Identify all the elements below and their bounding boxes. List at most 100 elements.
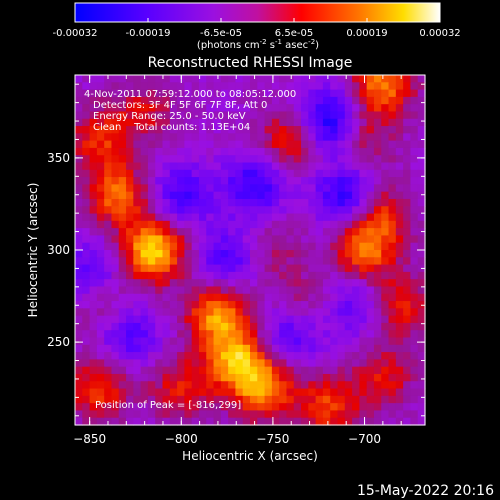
heatmap-cell bbox=[322, 388, 331, 397]
heatmap-cell bbox=[301, 403, 309, 412]
heatmap-cell bbox=[177, 184, 185, 193]
colorbar-tick-label: -0.00032 bbox=[53, 28, 98, 39]
heatmap-cell bbox=[111, 257, 120, 266]
heatmap-cell bbox=[162, 286, 171, 295]
heatmap-cell bbox=[308, 111, 317, 120]
heatmap-cell bbox=[147, 177, 156, 185]
heatmap-cell bbox=[403, 366, 412, 375]
heatmap-cell bbox=[133, 133, 142, 142]
heatmap-cell bbox=[228, 359, 237, 368]
heatmap-cell bbox=[82, 177, 91, 185]
heatmap-cell bbox=[177, 410, 185, 419]
heatmap-cell bbox=[286, 293, 295, 302]
heatmap-cell bbox=[140, 352, 149, 360]
heatmap-cell bbox=[344, 118, 353, 127]
heatmap-cell bbox=[140, 169, 149, 178]
heatmap-cell bbox=[169, 82, 178, 91]
heatmap-cell bbox=[330, 359, 339, 368]
heatmap-cell bbox=[330, 228, 339, 237]
heatmap-cell bbox=[75, 213, 83, 222]
heatmap-cell bbox=[89, 308, 98, 317]
heatmap-cell bbox=[169, 388, 178, 397]
heatmap-cell bbox=[344, 191, 353, 200]
heatmap-cell bbox=[337, 220, 346, 229]
heatmap-cell bbox=[337, 359, 346, 368]
heatmap-cell bbox=[352, 184, 360, 193]
heatmap-cell bbox=[96, 352, 105, 360]
heatmap-cell bbox=[352, 155, 360, 164]
heatmap-cell bbox=[301, 315, 309, 324]
heatmap-cell bbox=[373, 395, 382, 404]
heatmap-cell bbox=[89, 220, 98, 229]
heatmap-cell bbox=[206, 89, 215, 98]
heatmap-cell bbox=[308, 308, 317, 317]
heatmap-cell bbox=[235, 228, 244, 237]
heatmap-cell bbox=[177, 206, 185, 215]
heatmap-cell bbox=[388, 315, 397, 324]
heatmap-cell bbox=[89, 293, 98, 302]
heatmap-cell bbox=[242, 140, 251, 149]
heatmap-cell bbox=[206, 337, 215, 346]
heatmap-cell bbox=[250, 395, 258, 404]
heatmap-cell bbox=[403, 162, 412, 171]
heatmap-cell bbox=[403, 220, 412, 229]
heatmap-cell bbox=[235, 206, 244, 215]
heatmap-cell bbox=[242, 213, 251, 222]
heatmap-cell bbox=[155, 111, 164, 120]
heatmap-cell bbox=[111, 395, 120, 404]
heatmap-cell bbox=[220, 96, 229, 105]
heatmap-cell bbox=[337, 352, 346, 360]
heatmap-cell bbox=[242, 301, 251, 309]
heatmap-cell bbox=[104, 301, 113, 309]
heatmap-cell bbox=[162, 96, 171, 105]
heatmap-cell bbox=[366, 315, 375, 324]
heatmap-cell bbox=[184, 366, 193, 375]
heatmap-cell bbox=[242, 206, 251, 215]
heatmap-cell bbox=[104, 184, 113, 193]
heatmap-cell bbox=[75, 373, 83, 382]
heatmap-cell bbox=[271, 198, 280, 207]
heatmap-cell bbox=[228, 242, 237, 251]
heatmap-cell bbox=[381, 257, 390, 266]
heatmap-cell bbox=[410, 147, 419, 156]
y-axis-label: Heliocentric Y (arcsec) bbox=[26, 183, 40, 318]
heatmap-cell bbox=[271, 206, 280, 215]
heatmap-cell bbox=[330, 191, 339, 200]
heatmap-cell bbox=[395, 169, 404, 178]
heatmap-cell bbox=[301, 366, 309, 375]
heatmap-cell bbox=[250, 147, 258, 156]
heatmap-cell bbox=[359, 118, 368, 127]
heatmap-cell bbox=[344, 184, 353, 193]
heatmap-cell bbox=[213, 322, 222, 331]
heatmap-cell bbox=[191, 395, 200, 404]
heatmap-cell bbox=[257, 264, 266, 273]
heatmap-cell bbox=[133, 118, 142, 127]
heatmap-cell bbox=[228, 162, 237, 171]
heatmap-cell bbox=[198, 213, 207, 222]
heatmap-cell bbox=[322, 111, 331, 120]
heatmap-cell bbox=[293, 104, 302, 113]
heatmap-cell bbox=[89, 96, 98, 105]
heatmap-cell bbox=[213, 126, 222, 134]
heatmap-cell bbox=[366, 213, 375, 222]
heatmap-cell bbox=[133, 162, 142, 171]
heatmap-cell bbox=[250, 264, 258, 273]
heatmap-cell bbox=[118, 206, 127, 215]
heatmap-cell bbox=[417, 250, 426, 258]
heatmap-cell bbox=[417, 417, 426, 426]
heatmap-cell bbox=[140, 126, 149, 134]
heatmap-cell bbox=[118, 301, 127, 309]
heatmap-cell bbox=[388, 352, 397, 360]
heatmap-cell bbox=[395, 264, 404, 273]
heatmap-cell bbox=[279, 279, 288, 288]
heatmap-cell bbox=[257, 111, 266, 120]
heatmap-cell bbox=[228, 257, 237, 266]
heatmap-cell bbox=[395, 388, 404, 397]
heatmap-cell bbox=[118, 322, 127, 331]
heatmap-cell bbox=[140, 147, 149, 156]
heatmap-cell bbox=[133, 395, 142, 404]
heatmap-cell bbox=[279, 308, 288, 317]
heatmap-cell bbox=[104, 403, 113, 412]
heatmap-cell bbox=[308, 191, 317, 200]
heatmap-cell bbox=[366, 96, 375, 105]
